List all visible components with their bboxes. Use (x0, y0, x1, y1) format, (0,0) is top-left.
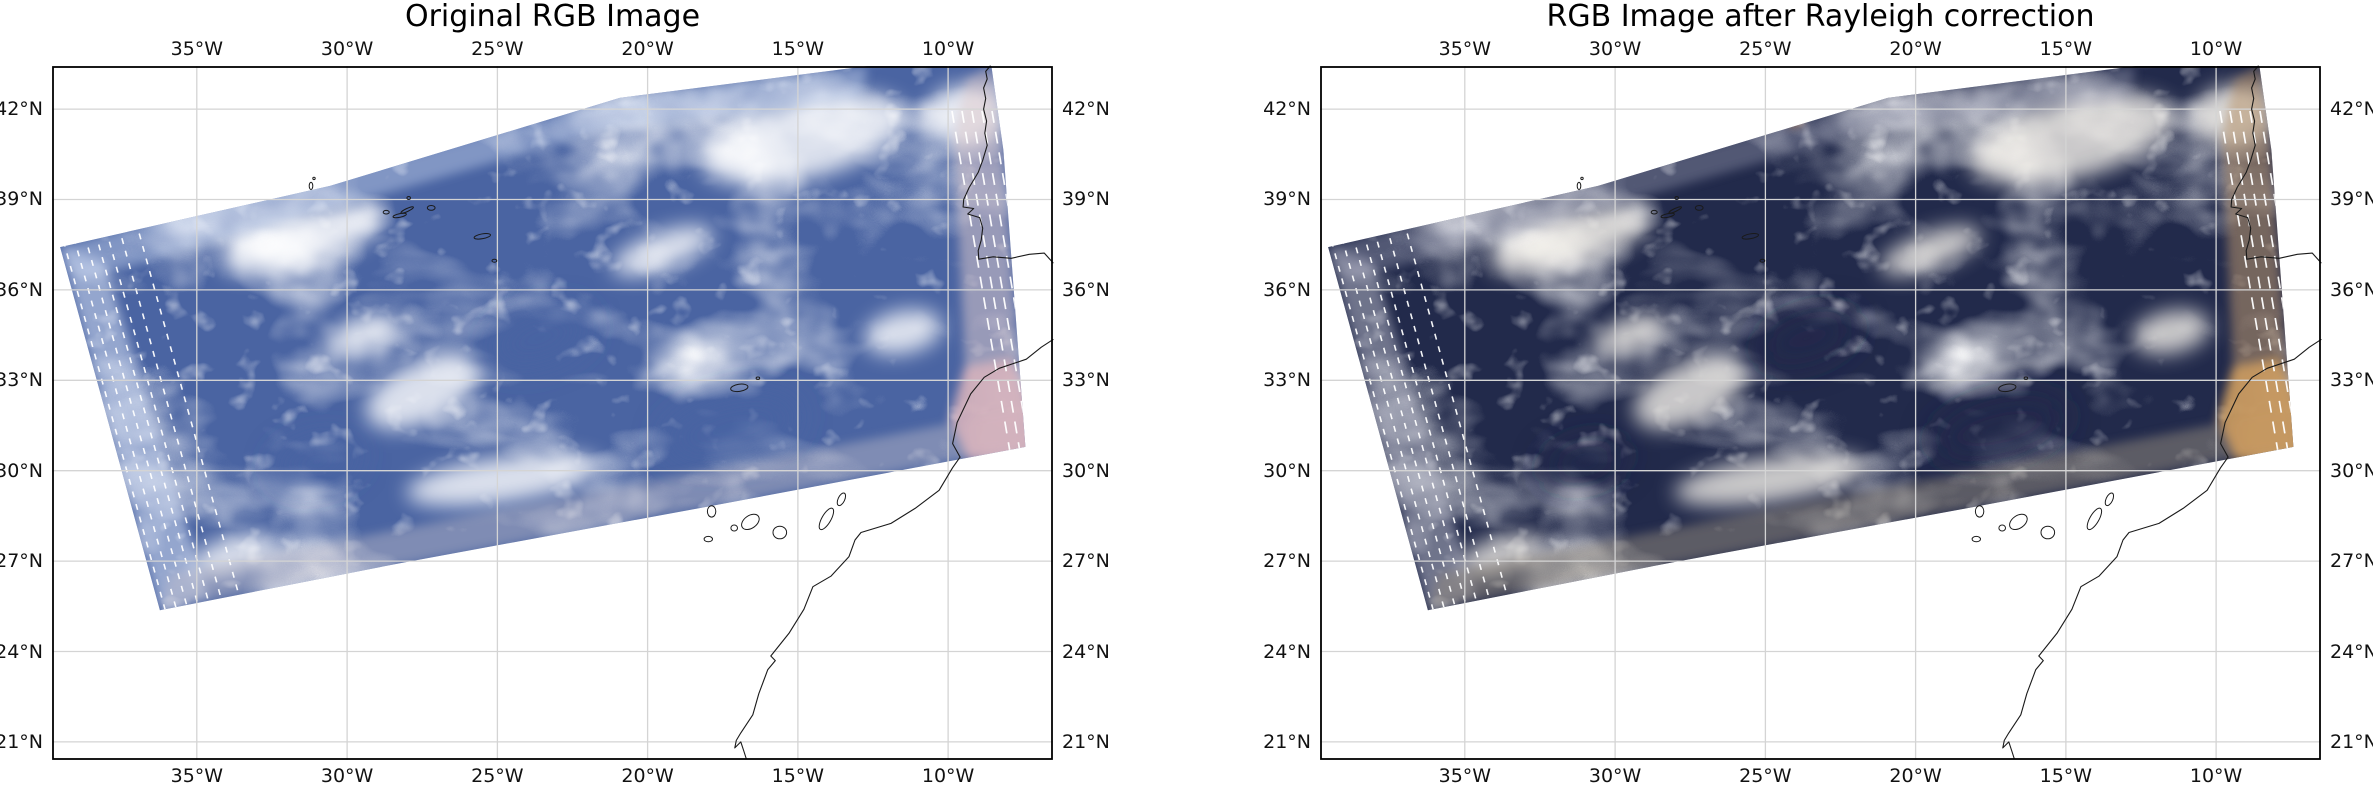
map-svg-rayleigh (1320, 65, 2322, 760)
panel-title-original: Original RGB Image (404, 0, 701, 34)
lon-tick-label: 20°W (1889, 38, 1942, 60)
lat-tick-label: 21°N (0, 730, 43, 753)
lat-tick-label: 30°N (0, 459, 43, 482)
map-panel-rayleigh (1320, 65, 2322, 760)
lat-tick-label: 30°N (2330, 459, 2373, 482)
lat-tick-label: 39°N (1263, 188, 1311, 211)
lat-tick-label: 39°N (1062, 188, 1110, 211)
lat-tick-label: 42°N (0, 98, 43, 121)
lon-tick-label: 35°W (1438, 765, 1492, 787)
lon-tick-label: 25°W (471, 38, 524, 60)
lon-tick-label: 20°W (621, 765, 674, 787)
lon-tick-label: 30°W (320, 765, 374, 787)
map-svg-original (52, 65, 1054, 760)
lat-tick-label: 21°N (1263, 730, 1311, 753)
lon-tick-label: 15°W (2039, 765, 2093, 787)
lat-tick-label: 36°N (2330, 278, 2373, 301)
panel-title-rayleigh: RGB Image after Rayleigh correction (1546, 0, 2095, 34)
lat-tick-label: 27°N (0, 550, 43, 573)
lat-tick-label: 24°N (0, 640, 43, 663)
lon-tick-label: 25°W (1739, 38, 1792, 60)
lon-tick-label: 35°W (170, 38, 224, 60)
lat-tick-label: 33°N (0, 369, 43, 392)
lon-tick-label: 20°W (1889, 765, 1942, 787)
lon-tick-label: 10°W (2189, 765, 2243, 787)
lat-tick-label: 30°N (1062, 459, 1110, 482)
lon-tick-label: 35°W (170, 765, 224, 787)
lon-tick-label: 20°W (621, 38, 674, 60)
lon-tick-label: 15°W (2039, 38, 2093, 60)
lon-tick-label: 10°W (2189, 38, 2243, 60)
lat-tick-label: 24°N (2330, 640, 2373, 663)
lat-tick-label: 33°N (2330, 369, 2373, 392)
lat-tick-label: 21°N (1062, 730, 1110, 753)
lon-tick-label: 10°W (921, 765, 975, 787)
lon-tick-label: 30°W (1588, 38, 1642, 60)
lon-tick-label: 15°W (771, 765, 825, 787)
lat-tick-label: 39°N (2330, 188, 2373, 211)
lon-tick-label: 10°W (921, 38, 975, 60)
lat-tick-label: 42°N (1062, 98, 1110, 121)
lat-tick-label: 27°N (1263, 550, 1311, 573)
lat-tick-label: 42°N (1263, 98, 1311, 121)
lon-tick-label: 15°W (771, 38, 825, 60)
lat-tick-label: 42°N (2330, 98, 2373, 121)
lat-tick-label: 21°N (2330, 730, 2373, 753)
lat-tick-label: 39°N (0, 188, 43, 211)
lat-tick-label: 33°N (1062, 369, 1110, 392)
lat-tick-label: 36°N (0, 278, 43, 301)
lat-tick-label: 36°N (1263, 278, 1311, 301)
lat-tick-label: 24°N (1062, 640, 1110, 663)
lat-tick-label: 33°N (1263, 369, 1311, 392)
lon-tick-label: 25°W (471, 765, 524, 787)
lon-tick-label: 35°W (1438, 38, 1492, 60)
lat-tick-label: 36°N (1062, 278, 1110, 301)
lon-tick-label: 30°W (320, 38, 374, 60)
lat-tick-label: 27°N (1062, 550, 1110, 573)
lat-tick-label: 30°N (1263, 459, 1311, 482)
lon-tick-label: 30°W (1588, 765, 1642, 787)
lat-tick-label: 24°N (1263, 640, 1311, 663)
lat-tick-label: 27°N (2330, 550, 2373, 573)
lon-tick-label: 25°W (1739, 765, 1792, 787)
map-panel-original (52, 65, 1054, 760)
